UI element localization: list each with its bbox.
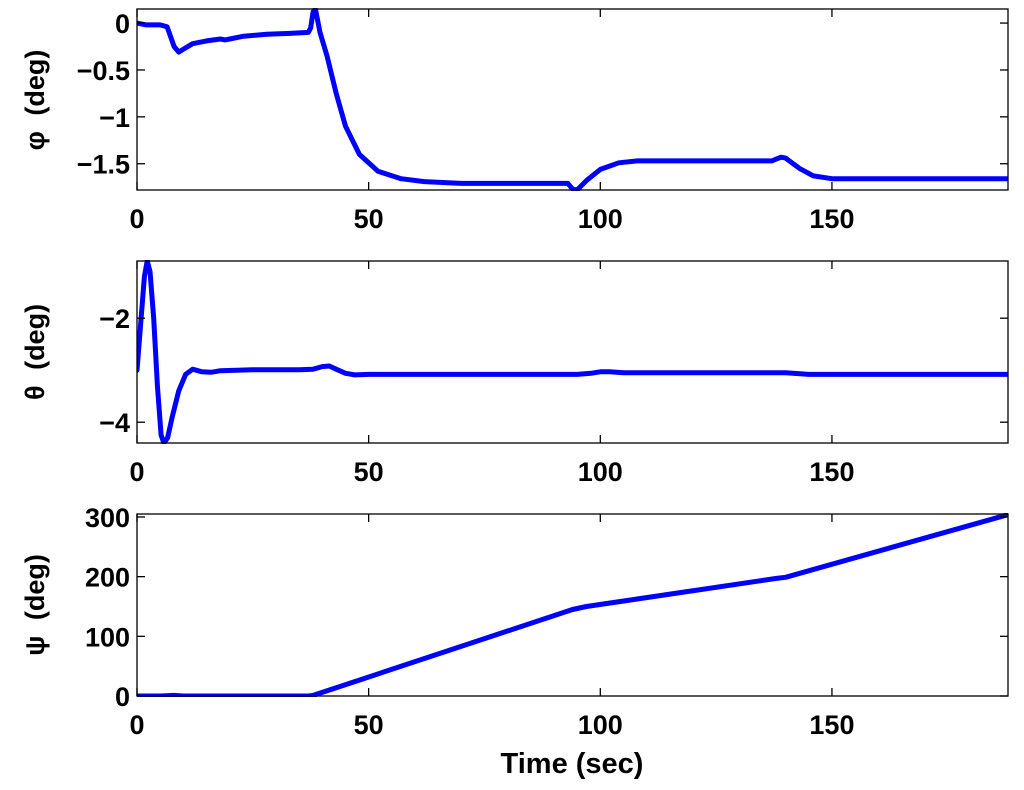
theta-ylabel: θ (deg) xyxy=(20,304,50,400)
theta-plot-layer: 0 50 100 150 −2 −4 xyxy=(99,260,1009,487)
phi-xtick-label: 150 xyxy=(809,204,854,234)
phi-ytick-label: −0.5 xyxy=(77,56,130,86)
x-axis-label: Time (sec) xyxy=(501,748,644,780)
theta-xtick-label: 0 xyxy=(129,457,144,487)
psi-xtick-label: 0 xyxy=(129,710,144,740)
psi-ylabel: ψ (deg) xyxy=(20,554,50,656)
psi-xtick-label: 50 xyxy=(354,710,384,740)
theta-ytick-label: −4 xyxy=(99,408,130,438)
subplot-theta: 0 50 100 150 −2 −4 θ (deg) xyxy=(20,260,1009,487)
theta-xtick-label: 100 xyxy=(578,457,623,487)
psi-ytick-label: 300 xyxy=(85,503,130,533)
theta-series-line xyxy=(137,260,1008,444)
psi-ytick-label: 0 xyxy=(115,682,130,712)
phi-xtick-label: 100 xyxy=(578,204,623,234)
subplot-psi: 0 50 100 150 0 100 200 300 ψ (deg) Time (sec) xyxy=(20,503,1009,780)
phi-xtick-label: 0 xyxy=(129,204,144,234)
psi-plot-layer: 0 50 100 150 0 100 200 300 xyxy=(85,503,1009,740)
psi-axes-frame xyxy=(136,513,1009,697)
psi-ytick-label: 100 xyxy=(85,622,130,652)
phi-series-line xyxy=(137,8,1008,191)
subplot-phi: 0 50 100 150 0 −0.5 −1 −1.5 φ (deg) xyxy=(20,8,1009,234)
theta-xtick-label: 150 xyxy=(809,457,854,487)
psi-series-line xyxy=(137,513,1008,697)
psi-xtick-label: 150 xyxy=(809,710,854,740)
theta-axes-frame xyxy=(136,260,1009,444)
phi-ytick-label: −1 xyxy=(99,103,130,133)
phi-axes-frame xyxy=(136,8,1009,191)
psi-ytick-label: 200 xyxy=(85,563,130,593)
theta-ytick-label: −2 xyxy=(99,304,130,334)
phi-xtick-label: 50 xyxy=(354,204,384,234)
phi-ylabel: φ (deg) xyxy=(20,50,50,151)
theta-xtick-label: 50 xyxy=(354,457,384,487)
phi-ytick-label: −1.5 xyxy=(77,150,130,180)
psi-xtick-label: 100 xyxy=(578,710,623,740)
phi-plot-layer: 0 50 100 150 0 −0.5 −1 −1.5 xyxy=(77,8,1009,234)
phi-ytick-label: 0 xyxy=(115,9,130,39)
